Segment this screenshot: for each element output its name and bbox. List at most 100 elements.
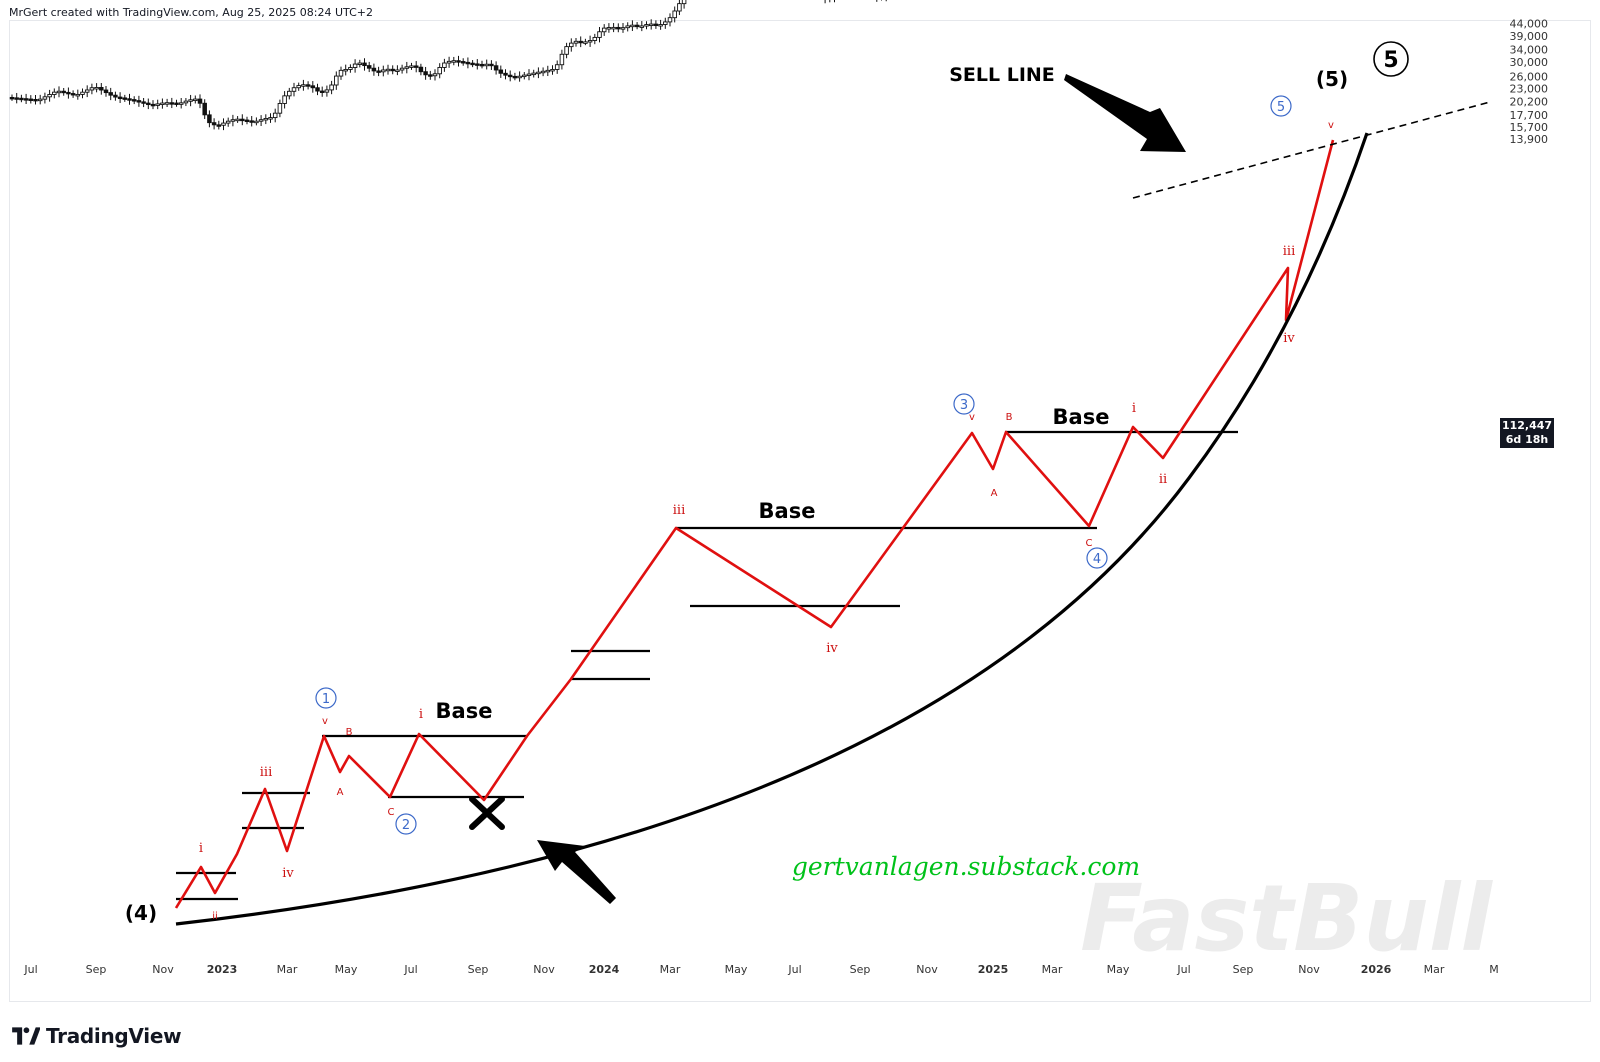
tradingview-logo-icon [12, 1027, 40, 1045]
candle-body [677, 3, 682, 12]
candle-body [470, 62, 475, 66]
candle-body [47, 94, 52, 98]
chart-attribution: MrGert created with TradingView.com, Aug… [9, 6, 373, 19]
wave-circle-icon [953, 393, 975, 415]
x-tick-label: Mar [1042, 963, 1063, 976]
candle-body [503, 72, 508, 76]
candle-body [211, 122, 217, 126]
candle-body [84, 89, 90, 93]
candle-body [141, 101, 146, 104]
minor-wave-label: ii [212, 911, 218, 922]
x-tick-label: 2026 [1361, 963, 1392, 976]
source-url-text: gertvanlagen.substack.com [792, 852, 1140, 881]
current-price-box: 112,447 6d 18h [1500, 418, 1554, 448]
minor-wave-label: v [322, 716, 328, 727]
support-curve-arrow [537, 840, 616, 904]
candle-body [122, 97, 128, 100]
candle-body [315, 87, 320, 92]
candle-body [258, 119, 264, 122]
candle-body [667, 17, 673, 23]
candle-body [428, 74, 433, 77]
candle-body [225, 120, 231, 124]
candle-body [23, 98, 29, 101]
candle-body [127, 98, 132, 101]
candle-body [564, 46, 569, 55]
candle-body [75, 93, 81, 97]
fastbull-watermark: FastBull [1080, 865, 1493, 972]
sell-line-arrow [1064, 74, 1186, 152]
tradingview-brand: TradingView [46, 1024, 182, 1048]
minor-wave-label: A [991, 488, 998, 499]
candle-body [254, 120, 259, 124]
candle-body [113, 94, 118, 98]
candle-body [475, 63, 480, 66]
x-tick-label: Sep [850, 963, 871, 976]
x-tick-label: Sep [468, 963, 489, 976]
candle-body [479, 63, 485, 67]
candle-body [193, 98, 198, 102]
minor-wave-label: ii [1159, 472, 1167, 487]
candle-body [545, 69, 551, 73]
x-mark-icon [469, 796, 505, 830]
candle-body [625, 25, 630, 29]
candle-body [136, 100, 142, 103]
candle-body [319, 90, 325, 93]
candle-body [442, 62, 447, 68]
candle-body [14, 97, 19, 100]
candle-body [334, 75, 339, 86]
candle-body [630, 24, 635, 28]
candle-body [432, 73, 438, 77]
candle-body [601, 27, 607, 33]
candle-body [395, 69, 400, 72]
candle-body [423, 71, 428, 76]
parabolic-support-curve [175, 132, 1369, 926]
elliott-wave-path [174, 139, 1335, 909]
minor-wave-label: v [969, 412, 975, 423]
wave-circle-icon [315, 687, 337, 709]
x-tick-label: May [1107, 963, 1130, 976]
candle-countdown: 6d 18h [1505, 433, 1549, 446]
chart-frame [9, 20, 1591, 1002]
base-label: Base [759, 499, 816, 523]
y-tick-label: 23,000 [1510, 83, 1549, 96]
candle-body [489, 63, 494, 67]
x-tick-label: Jul [403, 963, 417, 976]
x-tick-label: Sep [1233, 963, 1254, 976]
candle-body [216, 124, 222, 127]
candle-body [263, 118, 269, 121]
minor-wave-label: v [1328, 120, 1334, 131]
candle-body [418, 66, 424, 73]
candle-body [89, 87, 95, 91]
x-tick-label: Sep [86, 963, 107, 976]
tradingview-footer[interactable]: TradingView [10, 1024, 182, 1048]
candle-body [160, 102, 165, 106]
candle-body [569, 42, 574, 48]
minor-wave-label: B [346, 727, 353, 738]
candle-body [150, 103, 156, 107]
candle-body [644, 24, 649, 27]
candle-body [240, 118, 245, 122]
candle-body [672, 10, 677, 19]
candle-body [413, 65, 419, 68]
candle-body [536, 71, 541, 75]
base-label: Base [436, 699, 493, 723]
primary-wave-label: 1 [322, 692, 330, 707]
candle-body [155, 103, 160, 106]
candle-body [37, 98, 43, 102]
candle-body [94, 87, 99, 90]
wave-circle-icon [1373, 41, 1409, 77]
x-tick-label: Nov [1298, 963, 1320, 976]
candle-body [207, 114, 212, 124]
candle-body [183, 100, 189, 104]
x-tick-label: 2025 [978, 963, 1009, 976]
minor-wave-label: iv [1283, 331, 1295, 346]
candle-body [451, 60, 457, 63]
x-tick-label: Mar [277, 963, 298, 976]
candle-body [493, 65, 499, 71]
minor-wave-label: B [1006, 412, 1013, 423]
sell-line-label: SELL LINE [949, 64, 1055, 86]
candle-body [376, 70, 381, 73]
candle-body [573, 40, 579, 44]
candle-body [343, 68, 348, 72]
